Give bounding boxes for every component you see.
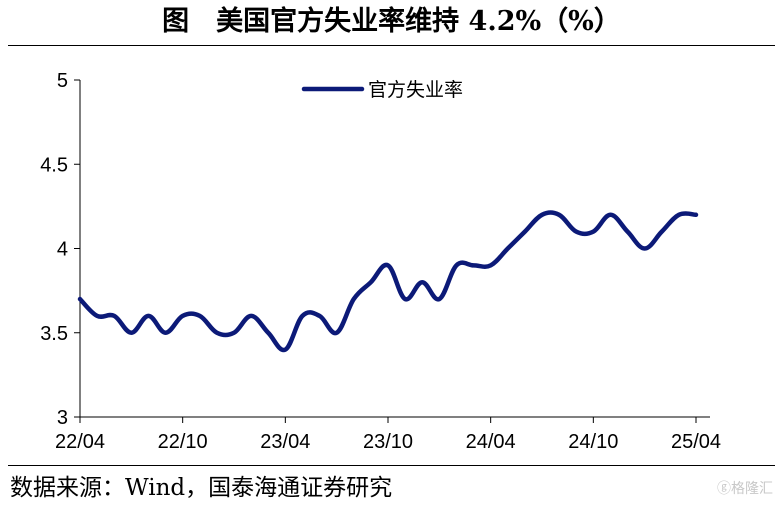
data-point xyxy=(129,331,133,335)
data-point xyxy=(318,314,322,318)
data-point xyxy=(249,314,253,318)
data-point xyxy=(181,314,185,318)
x-tick-label: 25/04 xyxy=(671,431,721,453)
data-point xyxy=(164,331,168,335)
x-tick-label: 22/10 xyxy=(158,431,208,453)
data-point xyxy=(454,263,458,267)
data-point xyxy=(694,213,698,217)
data-point xyxy=(300,314,304,318)
data-point xyxy=(608,213,612,217)
source-note: 数据来源：Wind，国泰海通证券研究 xyxy=(10,475,393,501)
title-rule xyxy=(8,45,775,46)
y-tick-label: 3.5 xyxy=(40,323,68,345)
data-point xyxy=(574,230,578,234)
data-point xyxy=(643,247,647,251)
legend: 官方失业率 xyxy=(301,79,463,101)
data-point xyxy=(232,331,236,335)
data-point xyxy=(677,213,681,217)
data-point xyxy=(540,213,544,217)
data-point xyxy=(403,297,407,301)
data-point xyxy=(472,263,476,267)
x-tick-label: 23/04 xyxy=(260,431,310,453)
x-tick-label: 24/10 xyxy=(568,431,618,453)
data-point xyxy=(198,314,202,318)
x-tick-label: 22/04 xyxy=(55,431,105,453)
series-layer xyxy=(77,210,699,353)
data-point xyxy=(335,331,339,335)
data-point xyxy=(369,280,373,284)
y-tick-label: 3 xyxy=(57,407,68,429)
data-point xyxy=(591,230,595,234)
data-point xyxy=(146,314,150,318)
data-point xyxy=(420,280,424,284)
data-point xyxy=(489,263,493,267)
legend-label: 官方失业率 xyxy=(368,79,463,101)
x-tick-label: 23/10 xyxy=(363,431,413,453)
footer-rule xyxy=(8,465,775,466)
data-point xyxy=(386,263,390,267)
data-point xyxy=(215,331,219,335)
data-point xyxy=(506,247,510,251)
y-tick-label: 4 xyxy=(57,239,68,261)
data-point xyxy=(437,297,441,301)
data-point xyxy=(523,230,527,234)
data-point xyxy=(266,331,270,335)
chart-title: 图 美国官方失业率维持 4.2%（%） xyxy=(162,6,621,37)
data-point xyxy=(112,314,116,318)
series-line xyxy=(77,210,699,353)
watermark: ⓖ格隆汇 xyxy=(717,481,773,497)
data-point xyxy=(283,348,287,352)
unemployment-line-chart: 3 3.5 4 4.5 5 22/04 22/10 23/04 23/10 24/04 24/10… xyxy=(40,70,721,453)
y-tick-label: 5 xyxy=(57,70,68,92)
data-point xyxy=(352,297,356,301)
x-tick-label: 24/04 xyxy=(466,431,516,453)
data-point xyxy=(626,230,630,234)
data-point xyxy=(95,314,99,318)
x-axis: 22/04 22/10 23/04 23/10 24/04 24/10 25/04 xyxy=(55,416,721,453)
y-tick-label: 4.5 xyxy=(40,154,68,176)
y-axis: 3 3.5 4 4.5 5 xyxy=(40,70,81,429)
data-point xyxy=(660,230,664,234)
data-point xyxy=(78,297,82,301)
data-point xyxy=(557,213,561,217)
